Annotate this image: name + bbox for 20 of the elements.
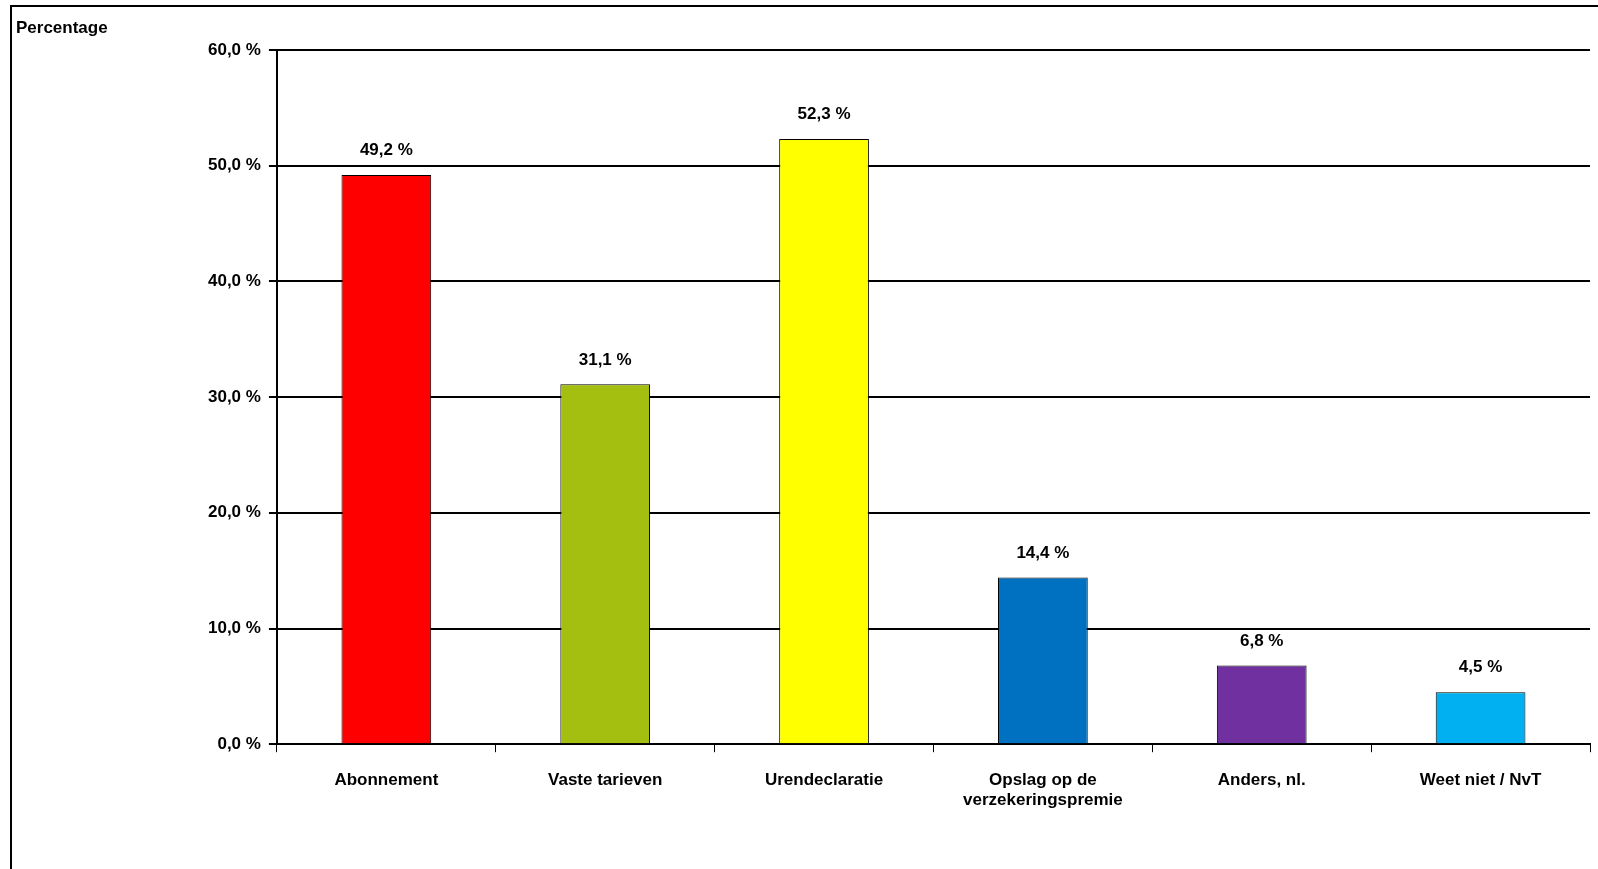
y-tick-label: 0,0 % xyxy=(217,733,261,753)
x-tick-label: Weet niet / NvT xyxy=(1419,770,1542,790)
data-label: 31,1 % xyxy=(578,349,632,369)
y-tick-label: 10,0 % xyxy=(207,618,261,638)
text: Percentage xyxy=(16,18,108,38)
x-tick-label: Urendeclaratie xyxy=(764,770,884,790)
data-label: 52,3 % xyxy=(797,104,851,124)
x-tick-label: Opslag op de verzekeringspremie xyxy=(963,770,1123,810)
data-label: 14,4 % xyxy=(1016,542,1070,562)
data-label: 6,8 % xyxy=(1239,630,1284,650)
y-tick-label: 20,0 % xyxy=(207,502,261,522)
data-label: 4,5 % xyxy=(1458,657,1503,677)
data-label: 49,2 % xyxy=(359,140,413,160)
x-tick-label: Anders, nl. xyxy=(1217,770,1306,790)
y-tick-label: 50,0 % xyxy=(207,155,261,175)
y-tick-label: 60,0 % xyxy=(207,39,261,59)
x-tick-label: Vaste tarieven xyxy=(548,770,663,790)
y-tick-label: 40,0 % xyxy=(207,271,261,291)
y-tick-label: 30,0 % xyxy=(207,386,261,406)
x-tick-label: Abonnement xyxy=(334,770,439,790)
